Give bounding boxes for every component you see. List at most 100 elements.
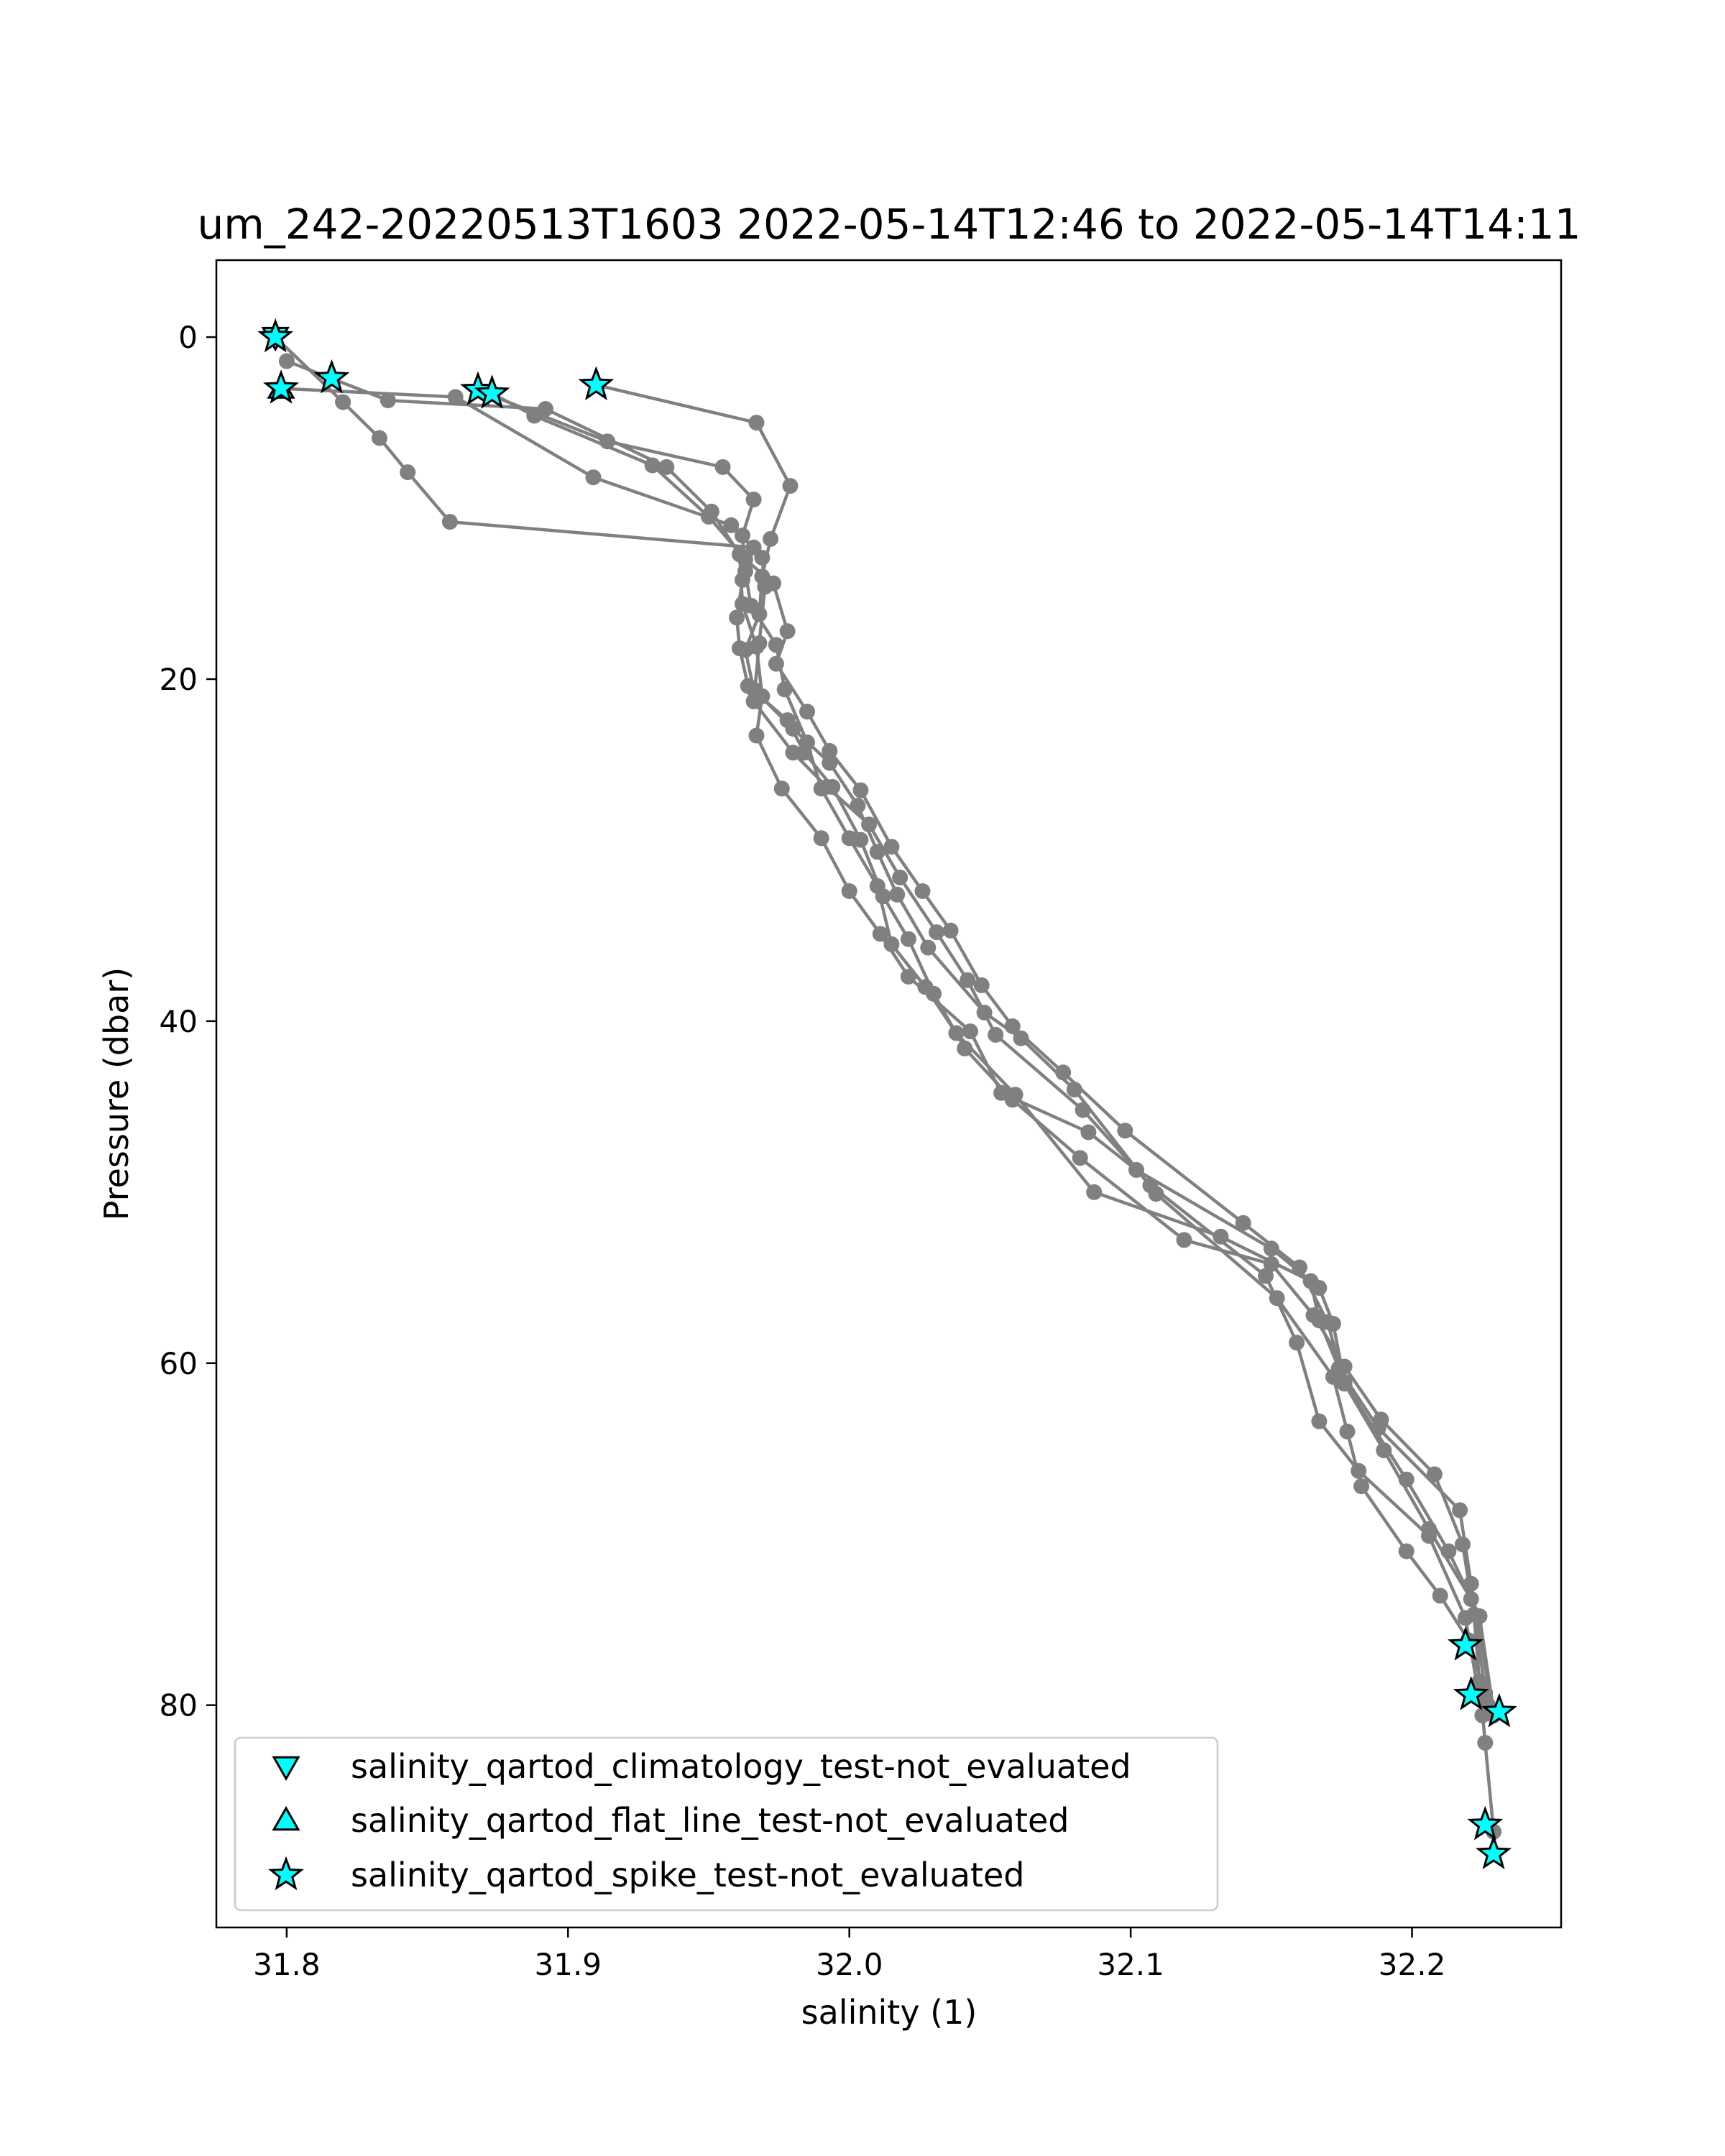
series-4-point xyxy=(737,642,753,658)
series-5-point xyxy=(768,655,784,672)
series-2-point xyxy=(1080,1124,1097,1141)
series-5-point xyxy=(822,742,838,759)
y-axis-label: Pressure (dbar) xyxy=(97,967,136,1220)
y-tick-label: 0 xyxy=(178,320,198,355)
series-6-point xyxy=(960,972,976,988)
spike-flag-marker xyxy=(1453,1676,1489,1710)
x-tick-label: 31.8 xyxy=(253,1947,321,1982)
series-5-point xyxy=(852,782,869,798)
series-6-point xyxy=(1474,1707,1491,1723)
series-6-point xyxy=(892,870,908,885)
legend: salinity_qartod_climatology_test-not_eva… xyxy=(234,1736,1219,1912)
spike-flag-marker xyxy=(313,359,350,394)
series-4-point xyxy=(1398,1543,1414,1560)
spike-flag-marker xyxy=(1476,1835,1512,1869)
series-2-point xyxy=(658,459,675,475)
spike-flag-marker xyxy=(1481,1692,1517,1728)
series-2-point xyxy=(278,353,295,369)
spike-flag-marker xyxy=(257,318,294,353)
series-4-point xyxy=(1353,1478,1370,1495)
series-6-point xyxy=(819,778,835,795)
spike-flag-marker xyxy=(1467,1805,1504,1841)
series-3-point xyxy=(745,492,762,508)
series-6-point xyxy=(929,924,944,941)
series-6-point xyxy=(723,517,740,533)
series-6-point xyxy=(785,745,801,761)
series-6-point xyxy=(585,469,602,486)
series-6-point xyxy=(861,816,878,833)
series-3-point xyxy=(1007,1087,1024,1103)
series-6-point xyxy=(447,389,464,405)
chart-title: um_242-20220513T1603 2022-05-14T12:46 to… xyxy=(198,200,1581,249)
series-3-point xyxy=(1213,1228,1229,1245)
series-4-point xyxy=(822,755,838,771)
series-6-point xyxy=(1075,1102,1091,1118)
series-4-point xyxy=(763,530,779,547)
series-6-point xyxy=(988,1026,1004,1043)
spike-flag-marker xyxy=(474,374,510,409)
series-2-point xyxy=(841,883,857,899)
y-tick-label: 80 xyxy=(160,1688,198,1723)
series-6-point xyxy=(757,579,773,595)
y-axis: 0 20 40 60 80 xyxy=(160,320,216,1723)
series-3-point xyxy=(917,979,934,995)
series-1-point xyxy=(335,394,351,410)
legend-marker-triangle-up xyxy=(272,1805,300,1831)
series-4-point xyxy=(920,939,937,956)
series-1-point xyxy=(1072,1150,1088,1166)
y-tick-label: 60 xyxy=(160,1346,198,1381)
y-tick-label: 20 xyxy=(160,662,198,697)
series-2-point xyxy=(1263,1240,1279,1257)
series-2-point xyxy=(962,1023,978,1040)
x-axis-label: salinity (1) xyxy=(801,1993,978,2032)
series-5-point xyxy=(1235,1215,1251,1231)
series-1-point xyxy=(1477,1735,1494,1751)
legend-box xyxy=(234,1736,1219,1912)
series-4-point xyxy=(782,478,799,494)
spike-flag-marker xyxy=(263,369,300,404)
series-5-point xyxy=(799,704,815,720)
series-1-point xyxy=(372,430,387,446)
series-6-point xyxy=(754,550,770,566)
legend-items: salinity_qartod_climatology_test-not_eva… xyxy=(268,1747,1131,1894)
series-4-point xyxy=(751,606,768,622)
series-3-point xyxy=(1463,1575,1479,1592)
series-5-point xyxy=(526,407,543,424)
series-4-point xyxy=(889,886,906,903)
series-2-point xyxy=(773,780,790,797)
series-1-point xyxy=(441,514,458,530)
series-1-point xyxy=(900,931,916,947)
y-tick-label: 40 xyxy=(160,1004,198,1039)
series-2-point xyxy=(380,392,396,409)
series-2-point xyxy=(872,926,888,942)
spike-flag-marker xyxy=(1447,1626,1484,1661)
series-4-point xyxy=(1432,1588,1448,1604)
series-2-point xyxy=(993,1084,1010,1101)
series-4-point xyxy=(748,415,765,431)
plot-area-frame xyxy=(215,259,1563,1929)
series-2-point xyxy=(748,727,765,744)
spike-flag-marker xyxy=(578,366,615,400)
x-tick-label: 32.1 xyxy=(1097,1947,1164,1982)
series-1-point xyxy=(400,464,416,481)
series-6-point xyxy=(745,693,762,709)
series-5-point xyxy=(1320,1314,1336,1330)
series-6-point xyxy=(1258,1268,1274,1284)
legend-label: salinity_qartod_climatology_test-not_eva… xyxy=(351,1747,1131,1786)
series-3-point xyxy=(883,936,900,952)
series-3-point xyxy=(1086,1184,1103,1200)
series-5-point xyxy=(1004,1018,1021,1034)
series-5-point xyxy=(644,457,661,474)
series-5-point xyxy=(883,839,900,855)
legend-label: salinity_qartod_flat_line_test-not_evalu… xyxy=(351,1801,1069,1840)
series-3-point xyxy=(869,877,886,894)
x-tick-label: 32.0 xyxy=(816,1947,883,1982)
series-6-point xyxy=(1311,1413,1328,1429)
legend-marker-star xyxy=(268,1856,304,1891)
flag-marker-layer xyxy=(257,318,1517,1869)
legend-label: salinity_qartod_spike_test-not_evaluated xyxy=(351,1856,1024,1894)
series-3-point xyxy=(737,563,753,580)
series-1-point xyxy=(1426,1466,1443,1483)
series-5-point xyxy=(914,883,931,899)
